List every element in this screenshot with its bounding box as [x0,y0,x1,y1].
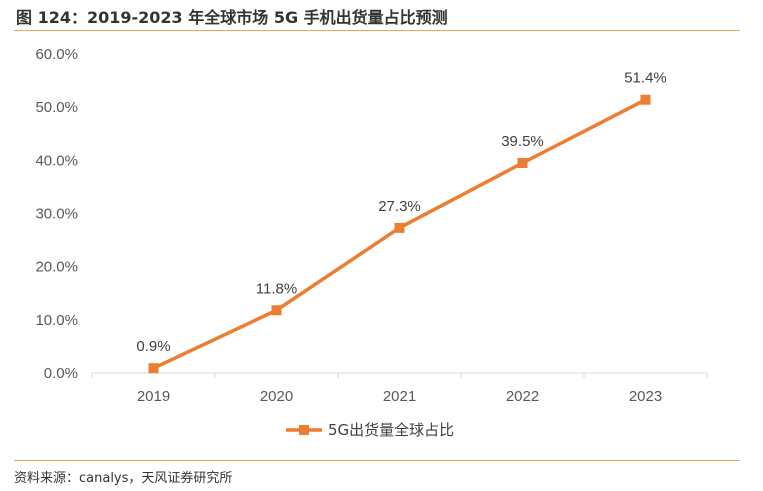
x-tick-label: 2022 [506,388,539,405]
source-note: 资料来源：canalys，天风证券研究所 [14,471,233,486]
y-tick-label: 50.0% [35,99,78,116]
y-tick-label: 20.0% [35,259,78,276]
data-point [271,305,282,316]
footer-divider [14,460,740,461]
legend: 5G出货量全球占比 [286,421,454,439]
data-point [394,222,405,233]
x-tick-label: 2020 [260,388,293,405]
data-point [640,94,651,105]
x-axis: 2019 2020 2021 2022 2023 [91,372,708,405]
figure-title: 图 124：2019-2023 年全球市场 5G 手机出货量占比预测 [16,8,448,27]
series-line [152,98,647,370]
data-point [517,157,528,168]
data-label: 0.9% [136,338,170,355]
y-tick-label: 40.0% [35,152,78,169]
y-tick-label: 0.0% [44,365,78,382]
legend-label: 5G出货量全球占比 [328,421,454,439]
data-point [148,363,159,374]
legend-swatch-marker [299,425,309,435]
x-tick-label: 2019 [137,388,170,405]
y-tick-label: 10.0% [35,312,78,329]
data-label: 51.4% [624,70,667,87]
x-tick-label: 2021 [383,388,416,405]
x-tick-label: 2023 [629,388,662,405]
data-label: 11.8% [256,280,297,297]
y-axis: 0.0% 10.0% 20.0% 30.0% 40.0% 50.0% 60.0% [35,46,78,382]
data-label: 39.5% [501,133,544,150]
data-label: 27.3% [378,198,421,215]
y-tick-label: 60.0% [35,46,78,63]
line-chart: 0.0%10.0%20.0%30.0%40.0%50.0%60.0% 2019 2… [35,46,708,439]
series-group: 0.9% 11.8% 27.3% 39.5% 51.4% [136,70,667,374]
y-tick-label: 30.0% [35,206,78,223]
title-divider [14,30,740,31]
